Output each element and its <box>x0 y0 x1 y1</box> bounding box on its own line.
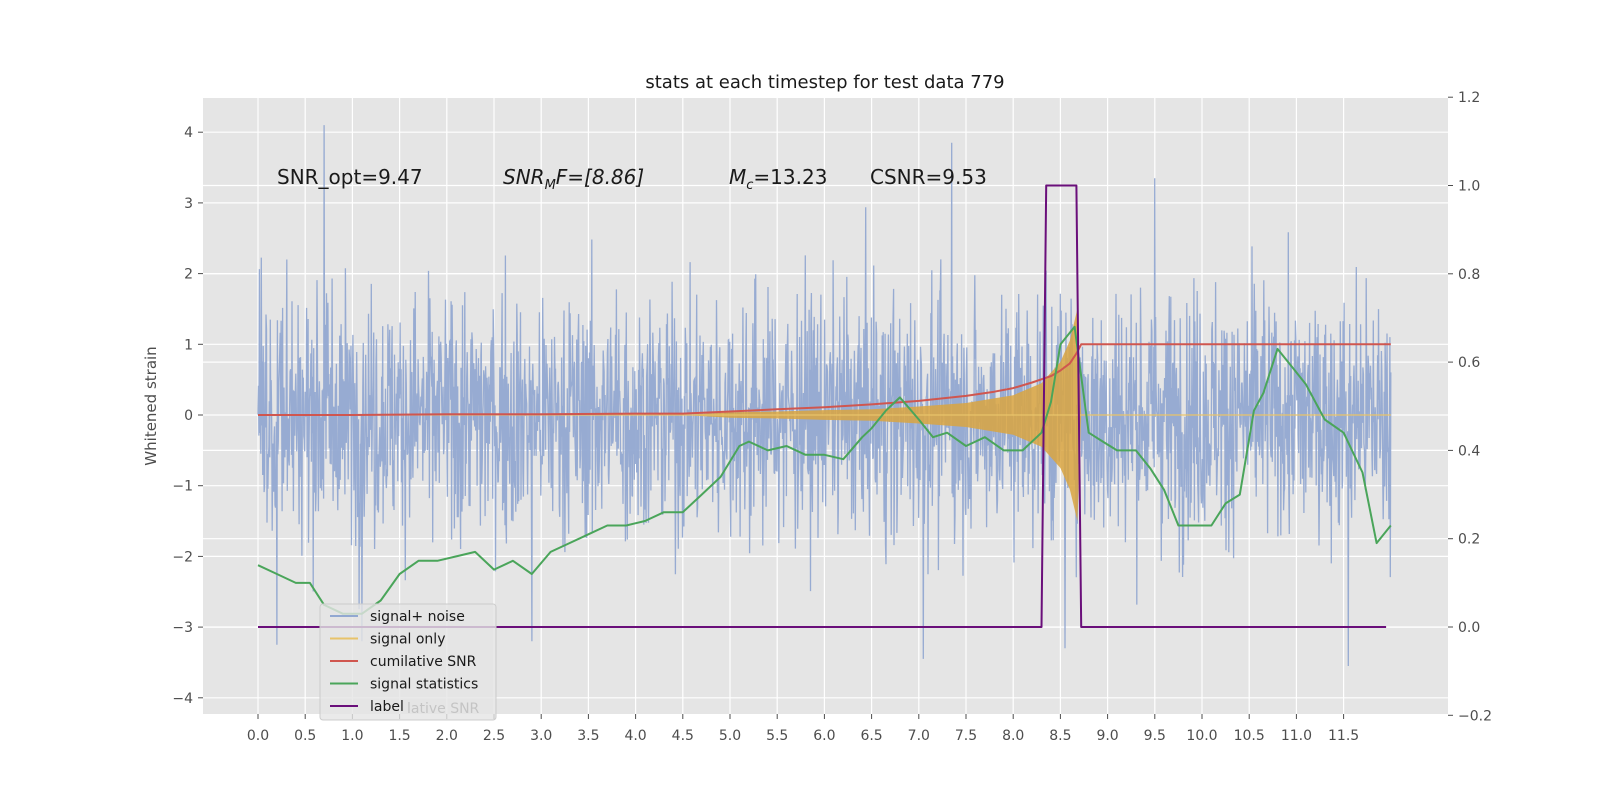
x-tick-label: 6.5 <box>860 728 882 744</box>
x-tick-label: 4.5 <box>672 728 694 744</box>
y2-tick-label: 0.4 <box>1458 443 1480 459</box>
x-tick-label: 5.5 <box>766 728 788 744</box>
y-tick-label: −3 <box>172 620 193 636</box>
y2-tick-label: 1.0 <box>1458 179 1480 195</box>
x-tick-label: 1.0 <box>341 728 363 744</box>
legend: lative SNR signal+ noise signal only cumil… <box>319 603 497 721</box>
y2-tick-label: 1.2 <box>1458 90 1480 106</box>
annotation-snr-opt: SNR_opt=9.47 <box>277 165 423 189</box>
y-axis-ticks: 4 3 2 1 0 −1 −2 −3 −4 <box>172 125 203 707</box>
x-tick-label: 3.5 <box>577 728 599 744</box>
series-signal-statistics <box>257 325 1392 615</box>
x-axis-ticks: 0.0 0.5 1.0 1.5 2.0 2.5 3.0 3.5 4.0 4.5 5.0 5.5 6.0 6… <box>247 714 1359 744</box>
x-tick-label: 8.5 <box>1049 728 1071 744</box>
x-tick-label: 9.0 <box>1096 728 1118 744</box>
y-axis-label: Whitened strain <box>142 346 160 465</box>
x-tick-label: 10.5 <box>1234 728 1265 744</box>
y2-tick-label: −0.2 <box>1458 708 1492 724</box>
y2-axis-ticks: 1.2 1.0 0.8 0.6 0.4 0.2 0.0 −0.2 <box>1448 90 1492 724</box>
y-tick-label: 3 <box>184 196 193 212</box>
y2-tick-label: 0.8 <box>1458 267 1480 283</box>
legend-box <box>319 603 497 721</box>
y-tick-label: 1 <box>184 337 193 353</box>
legend-entry: signal+ noise <box>370 609 465 625</box>
x-tick-label: 2.5 <box>483 728 505 744</box>
x-tick-label: 5.0 <box>719 728 741 744</box>
x-tick-label: 7.5 <box>955 728 977 744</box>
legend-entry: signal only <box>370 632 445 648</box>
legend-entry: cumilative SNR <box>370 654 477 670</box>
y-tick-label: 4 <box>184 125 193 141</box>
chart-title: stats at each timestep for test data 779 <box>645 72 1004 93</box>
y-tick-label: 2 <box>184 267 193 283</box>
y2-tick-label: 0.2 <box>1458 532 1480 548</box>
legend-items: signal+ noise signal only cumilative SNR si… <box>330 609 478 715</box>
x-tick-label: 6.0 <box>813 728 835 744</box>
x-tick-label: 1.5 <box>388 728 410 744</box>
grid-lines <box>203 96 1448 716</box>
series-signal-noise <box>257 125 1392 667</box>
annotation-mc-sub: c <box>746 178 753 193</box>
annotation-mc-tail: =13.23 <box>753 165 827 189</box>
y-tick-label: −2 <box>172 549 193 565</box>
annotation-snr-mf-base: SNR <box>503 165 545 189</box>
y-tick-label: −4 <box>172 691 193 707</box>
legend-entry: label <box>370 699 404 715</box>
cumulative-snr-line <box>258 343 1391 416</box>
x-tick-label: 4.0 <box>624 728 646 744</box>
y-tick-label: −1 <box>172 479 193 495</box>
annotations: SNR_opt=9.47 SNRMF=[8.86] Mc=13.23 CSNR=… <box>277 165 987 193</box>
y2-tick-label: 0.6 <box>1458 355 1480 371</box>
y2-tick-label: 0.0 <box>1458 620 1480 636</box>
annotation-mc: Mc=13.23 <box>729 165 827 193</box>
annotation-snr-mf-tail: F=[8.86] <box>556 165 644 189</box>
signal-statistics-line <box>257 325 1392 615</box>
y-tick-label: 0 <box>184 408 193 424</box>
legend-hidden-text: lative SNR <box>407 701 480 717</box>
x-tick-label: 2.0 <box>436 728 458 744</box>
x-tick-label: 10.0 <box>1186 728 1217 744</box>
annotation-snr-mf: SNRMF=[8.86] <box>503 165 644 193</box>
x-tick-label: 11.0 <box>1281 728 1312 744</box>
signal-noise-line <box>257 125 1392 667</box>
legend-entry: signal statistics <box>370 677 478 693</box>
x-tick-label: 11.5 <box>1328 728 1359 744</box>
series-label <box>258 184 1387 628</box>
annotation-mc-base: M <box>729 165 746 189</box>
series-cumulative-snr <box>258 343 1391 416</box>
annotation-snr-mf-sub: M <box>545 178 556 193</box>
x-tick-label: 0.5 <box>294 728 316 744</box>
x-tick-label: 0.0 <box>247 728 269 744</box>
annotation-csnr: CSNR=9.53 <box>870 165 987 189</box>
x-tick-label: 8.0 <box>1002 728 1024 744</box>
x-tick-label: 9.5 <box>1144 728 1166 744</box>
x-tick-label: 7.0 <box>908 728 930 744</box>
x-tick-label: 3.0 <box>530 728 552 744</box>
label-line <box>258 184 1387 628</box>
